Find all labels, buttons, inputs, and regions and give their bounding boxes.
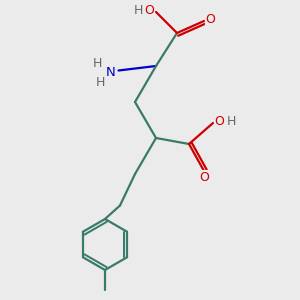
Text: H: H [93, 56, 102, 70]
Text: O: O [199, 171, 209, 184]
Text: H: H [226, 115, 236, 128]
Text: O: O [206, 13, 215, 26]
Text: O: O [215, 115, 224, 128]
Text: H: H [96, 76, 105, 89]
Text: H: H [133, 4, 143, 17]
Text: O: O [145, 4, 154, 17]
Text: N: N [106, 65, 116, 79]
